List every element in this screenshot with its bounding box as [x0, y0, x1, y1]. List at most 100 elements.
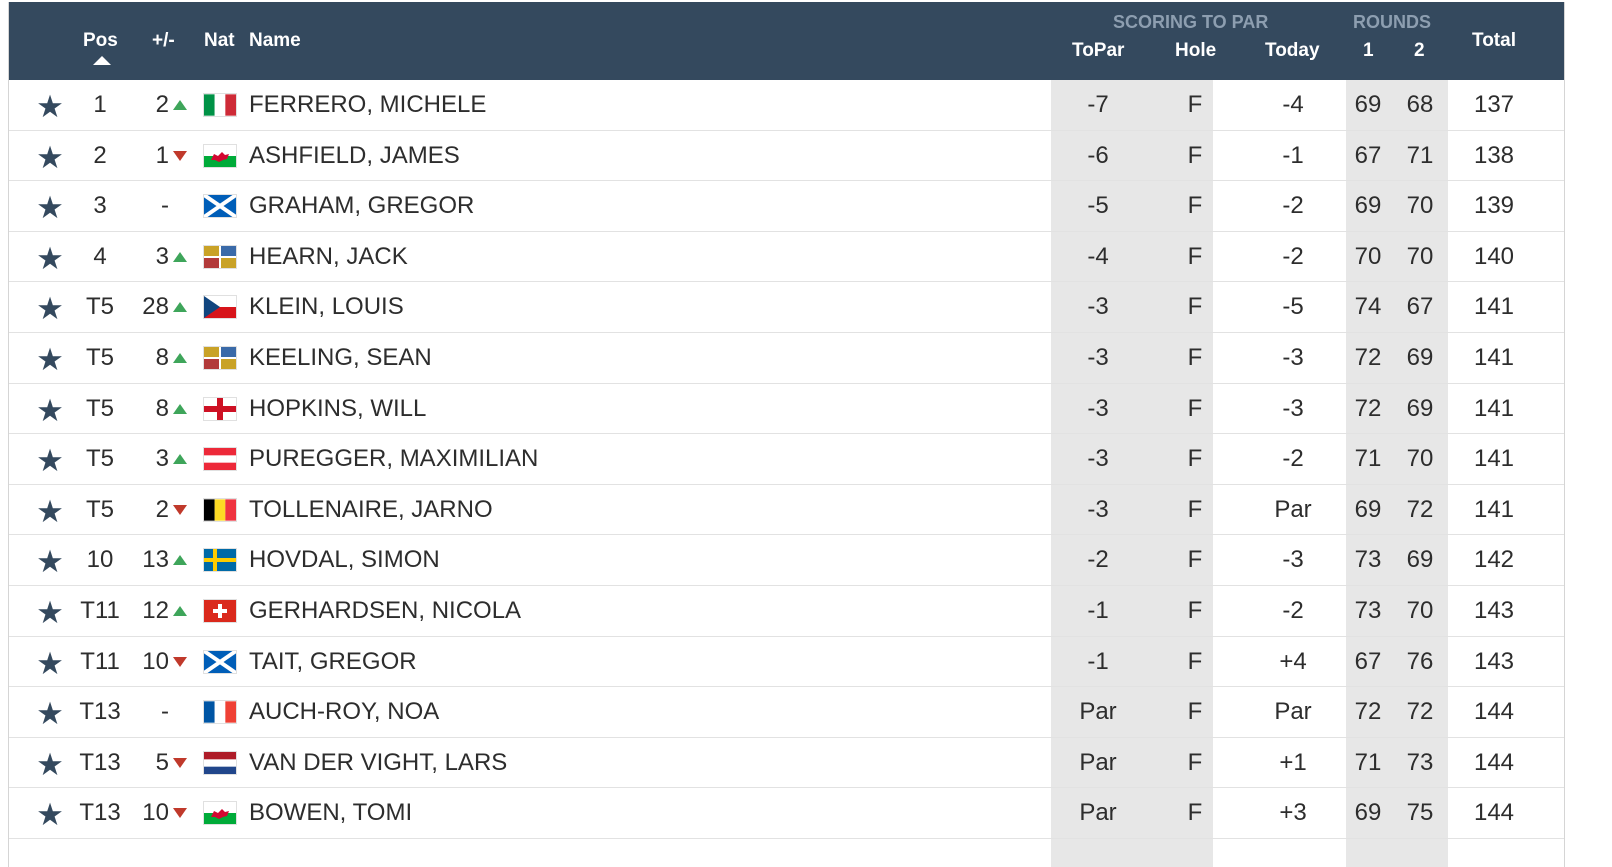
- scotland-flag: [204, 650, 236, 673]
- player-name[interactable]: HEARN, JACK: [249, 242, 408, 270]
- player-name[interactable]: VAN DER VIGHT, LARS: [249, 748, 508, 776]
- table-row[interactable]: ★ T11 10 TAIT, GREGOR -1 F +4 67 76 143: [9, 637, 1564, 688]
- player-name[interactable]: GERHARDSEN, NICOLA: [249, 596, 522, 624]
- favorite-star-icon[interactable]: ★: [36, 696, 64, 732]
- total-cell: 142: [1473, 546, 1515, 574]
- arrow-down-icon: [173, 150, 187, 161]
- today-cell: -3: [1282, 394, 1304, 422]
- player-name[interactable]: GRAHAM, GREGOR: [249, 192, 475, 220]
- hole-cell: F: [1187, 647, 1203, 675]
- today-cell: -2: [1282, 192, 1304, 220]
- topar-cell: -6: [1087, 141, 1109, 169]
- topar-cell: Par: [1079, 748, 1117, 776]
- position-cell: 10: [86, 546, 114, 574]
- table-row[interactable]: ★ 1 2 FERRERO, MICHELE -7 F -4 69 68 137: [9, 80, 1564, 131]
- movement-cell: 12: [142, 596, 169, 624]
- table-row[interactable]: ★ T13 5 VAN DER VIGHT, LARS Par F +1 71 73 144: [9, 738, 1564, 789]
- round-1-cell: 67: [1354, 647, 1382, 675]
- player-name[interactable]: PUREGGER, MAXIMILIAN: [249, 445, 539, 473]
- hole-cell: F: [1187, 141, 1203, 169]
- today-column-header[interactable]: Today: [1265, 40, 1320, 61]
- position-cell: T5: [85, 495, 115, 523]
- favorite-star-icon[interactable]: ★: [36, 341, 64, 377]
- position-cell: T11: [80, 647, 120, 675]
- today-cell: -3: [1282, 343, 1304, 371]
- today-cell: Par: [1274, 495, 1312, 523]
- arrow-down-icon: [173, 808, 187, 819]
- position-cell: 3: [93, 192, 107, 220]
- italy-flag: [204, 94, 236, 116]
- sort-ascending-icon[interactable]: [93, 56, 111, 65]
- table-row[interactable]: ★ 4 3 HEARN, JACK -4 F -2 70 70 140: [9, 232, 1564, 283]
- player-name[interactable]: ASHFIELD, JAMES: [249, 141, 460, 169]
- round-2-cell: 72: [1406, 698, 1434, 726]
- total-cell: 141: [1473, 394, 1515, 422]
- total-column-header[interactable]: Total: [1472, 30, 1516, 51]
- table-row[interactable]: ★ T5 3 PUREGGER, MAXIMILIAN -3 F -2 71 70 141: [9, 434, 1564, 485]
- today-cell: +1: [1279, 748, 1307, 776]
- movement-cell: 8: [155, 343, 169, 371]
- table-row[interactable]: ★ 10 13 HOVDAL, SIMON -2 F -3 73 69 142: [9, 535, 1564, 586]
- favorite-star-icon[interactable]: ★: [36, 544, 64, 580]
- topar-cell: -4: [1087, 242, 1109, 270]
- nat-column-header[interactable]: Nat: [204, 30, 235, 51]
- favorite-star-icon[interactable]: ★: [36, 89, 64, 124]
- movement-column-header[interactable]: +/-: [152, 30, 175, 51]
- position-cell: T13: [79, 698, 121, 726]
- name-column-header[interactable]: Name: [249, 30, 301, 51]
- topar-cell: -3: [1087, 343, 1109, 371]
- favorite-star-icon[interactable]: ★: [36, 493, 64, 529]
- player-name[interactable]: FERRERO, MICHELE: [249, 91, 487, 118]
- table-row[interactable]: ★ T5 8 HOPKINS, WILL -3 F -3 72 69 141: [9, 384, 1564, 435]
- position-cell: T5: [85, 445, 115, 473]
- hole-cell: F: [1187, 546, 1203, 574]
- rounds-group-header: ROUNDS: [1353, 12, 1432, 32]
- player-name[interactable]: BOWEN, TOMI: [249, 799, 413, 827]
- favorite-star-icon[interactable]: ★: [36, 594, 64, 630]
- favorite-star-icon[interactable]: ★: [36, 797, 64, 833]
- favorite-star-icon[interactable]: ★: [36, 645, 64, 681]
- player-name[interactable]: KEELING, SEAN: [249, 343, 432, 371]
- hole-cell: F: [1187, 343, 1203, 371]
- table-row[interactable]: ★ 2 1 ASHFIELD, JAMES -6 F -1 67 71 138: [9, 131, 1564, 182]
- arrow-up-icon: [173, 454, 187, 465]
- player-name[interactable]: AUCH-ROY, NOA: [249, 698, 440, 726]
- favorite-star-icon[interactable]: ★: [36, 443, 64, 479]
- arrow-up-icon: [173, 100, 187, 110]
- round-2-cell: 69: [1406, 546, 1434, 574]
- movement-cell: 10: [142, 799, 169, 827]
- player-name[interactable]: KLEIN, LOUIS: [249, 293, 404, 321]
- table-row[interactable]: ★ T11 12 GERHARDSEN, NICOLA -1 F -2 73 70 143: [9, 586, 1564, 637]
- table-row[interactable]: ★ T5 8 KEELING, SEAN -3 F -3 72 69 141: [9, 333, 1564, 384]
- round-2-column-header[interactable]: 2: [1414, 40, 1425, 61]
- table-row[interactable]: ★ T13 10 BOWEN, TOMI Par F +3 69 75 144: [9, 788, 1564, 839]
- favorite-star-icon[interactable]: ★: [36, 746, 64, 782]
- topar-column-header[interactable]: ToPar: [1072, 40, 1125, 61]
- favorite-star-icon[interactable]: ★: [36, 240, 64, 276]
- favorite-star-icon[interactable]: ★: [36, 291, 64, 327]
- round-2-cell: 75: [1406, 799, 1434, 827]
- player-name[interactable]: TOLLENAIRE, JARNO: [249, 495, 493, 523]
- total-cell: 144: [1473, 698, 1515, 726]
- hole-column-header[interactable]: Hole: [1175, 40, 1217, 61]
- austria-flag: [204, 448, 236, 471]
- pos-column-header[interactable]: Pos: [83, 30, 118, 51]
- table-row[interactable]: ★ T13 - AUCH-ROY, NOA Par F Par 72 72 144: [9, 687, 1564, 738]
- hole-cell: F: [1187, 91, 1203, 118]
- table-row[interactable]: ★ T5 2 TOLLENAIRE, JARNO -3 F Par 69 72 141: [9, 485, 1564, 536]
- player-name[interactable]: TAIT, GREGOR: [249, 647, 417, 675]
- total-cell: 137: [1473, 91, 1515, 118]
- arrow-up-icon: [173, 302, 187, 313]
- position-cell: T5: [85, 293, 115, 321]
- favorite-star-icon[interactable]: ★: [36, 190, 64, 226]
- player-name[interactable]: HOPKINS, WILL: [249, 394, 427, 422]
- player-name[interactable]: HOVDAL, SIMON: [249, 546, 440, 574]
- favorite-star-icon[interactable]: ★: [36, 139, 64, 175]
- table-row[interactable]: ★ T5 28 KLEIN, LOUIS -3 F -5 74 67 141: [9, 282, 1564, 333]
- round-2-cell: 70: [1406, 192, 1434, 220]
- round-2-cell: 71: [1406, 141, 1434, 169]
- favorite-star-icon[interactable]: ★: [36, 392, 64, 428]
- table-row[interactable]: ★ 3 - GRAHAM, GREGOR -5 F -2 69 70 139: [9, 181, 1564, 232]
- round-1-column-header[interactable]: 1: [1363, 40, 1374, 61]
- round-1-cell: 69: [1354, 192, 1382, 220]
